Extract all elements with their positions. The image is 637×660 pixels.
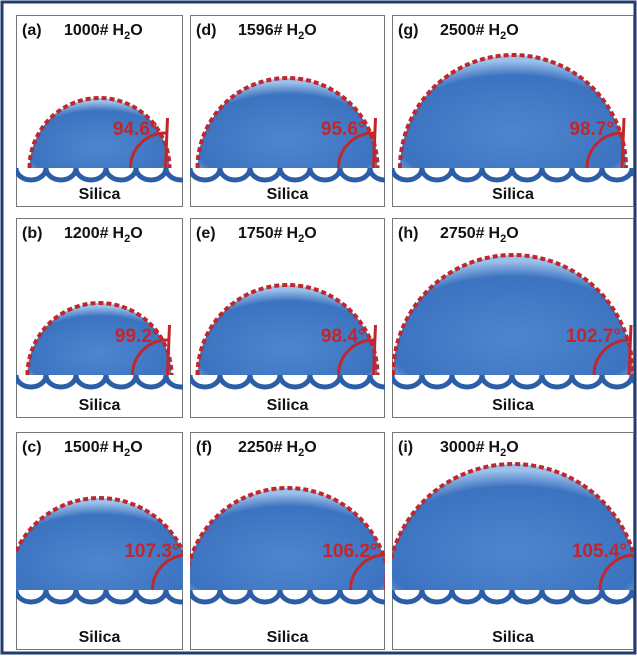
title-part: O	[130, 22, 142, 39]
panel-label: (a)	[22, 22, 42, 39]
figure: 94.6°Silica(a)1000#H2O99.2°Silica(b)1200…	[0, 0, 637, 655]
title-part: H	[489, 439, 501, 456]
tangent-line	[166, 118, 168, 168]
panel: 94.6°Silica(a)1000#H2O	[16, 16, 196, 207]
tangent-line	[168, 325, 170, 375]
title-part: H	[113, 439, 125, 456]
title-part: O	[130, 225, 142, 242]
panel-label: (h)	[398, 225, 418, 242]
substrate-label: Silica	[267, 186, 309, 203]
title-part: H	[489, 225, 501, 242]
title-part: O	[506, 22, 518, 39]
title-part: O	[130, 439, 142, 456]
title-part: 1750#	[238, 225, 283, 242]
panel-label: (g)	[398, 22, 418, 39]
substrate-label: Silica	[492, 629, 534, 646]
title-part: 1200#	[64, 225, 109, 242]
contact-angle: 98.4°	[321, 326, 366, 347]
panel: 102.7°Silica(h)2750#H2O	[392, 219, 637, 418]
title-part: 2250#	[238, 439, 283, 456]
title-part: O	[506, 439, 518, 456]
title-part: O	[304, 22, 316, 39]
title-part: 1596#	[238, 22, 283, 39]
title-part: H	[113, 22, 125, 39]
tangent-line	[188, 540, 190, 590]
substrate-label: Silica	[79, 629, 121, 646]
panel-label: (f)	[196, 439, 212, 456]
title-part: 2500#	[440, 22, 485, 39]
title-part: O	[506, 225, 518, 242]
panel: 98.7°Silica(g)2500#H2O	[392, 16, 637, 207]
title-part: 1000#	[64, 22, 109, 39]
contact-angle: 106.2°	[322, 541, 377, 562]
panel: 98.4°Silica(e)1750#H2O	[190, 219, 400, 418]
substrate-label: Silica	[492, 186, 534, 203]
title-part: 3000#	[440, 439, 485, 456]
contact-angle: 95.6°	[321, 119, 366, 140]
contact-angle: 102.7°	[566, 326, 621, 347]
contact-angle: 105.4°	[572, 541, 627, 562]
title-part: H	[287, 439, 299, 456]
contact-angle: 107.3°	[124, 541, 179, 562]
panel-label: (i)	[398, 439, 413, 456]
panel-label: (b)	[22, 225, 42, 242]
title-part: H	[489, 22, 501, 39]
panel-label: (e)	[196, 225, 216, 242]
substrate-label: Silica	[492, 397, 534, 414]
title-part: O	[304, 225, 316, 242]
panel: 95.6°Silica(d)1596#H2O	[190, 16, 400, 207]
contact-angle: 99.2°	[115, 326, 160, 347]
title-part: 2750#	[440, 225, 485, 242]
title-part: 1500#	[64, 439, 109, 456]
contact-angle: 94.6°	[113, 119, 158, 140]
panel: 99.2°Silica(b)1200#H2O	[16, 219, 196, 418]
substrate-label: Silica	[79, 186, 121, 203]
substrate-label: Silica	[79, 397, 121, 414]
title-part: H	[287, 225, 299, 242]
contact-angle: 98.7°	[569, 119, 614, 140]
tangent-line	[622, 118, 624, 168]
title-part: H	[287, 22, 299, 39]
title-part: O	[304, 439, 316, 456]
tangent-line	[629, 325, 631, 375]
tangent-line	[374, 325, 376, 375]
title-part: H	[113, 225, 125, 242]
panel: 106.2°Silica(f)2250#H2O	[186, 433, 401, 650]
substrate-label: Silica	[267, 629, 309, 646]
tangent-line	[386, 540, 388, 590]
panel: 105.4°Silica(i)3000#H2O	[387, 433, 637, 650]
tangent-line	[374, 118, 376, 168]
panel-label: (c)	[22, 439, 42, 456]
panel: 107.3°Silica(c)1500#H2O	[8, 433, 197, 650]
substrate-label: Silica	[267, 397, 309, 414]
panel-label: (d)	[196, 22, 216, 39]
